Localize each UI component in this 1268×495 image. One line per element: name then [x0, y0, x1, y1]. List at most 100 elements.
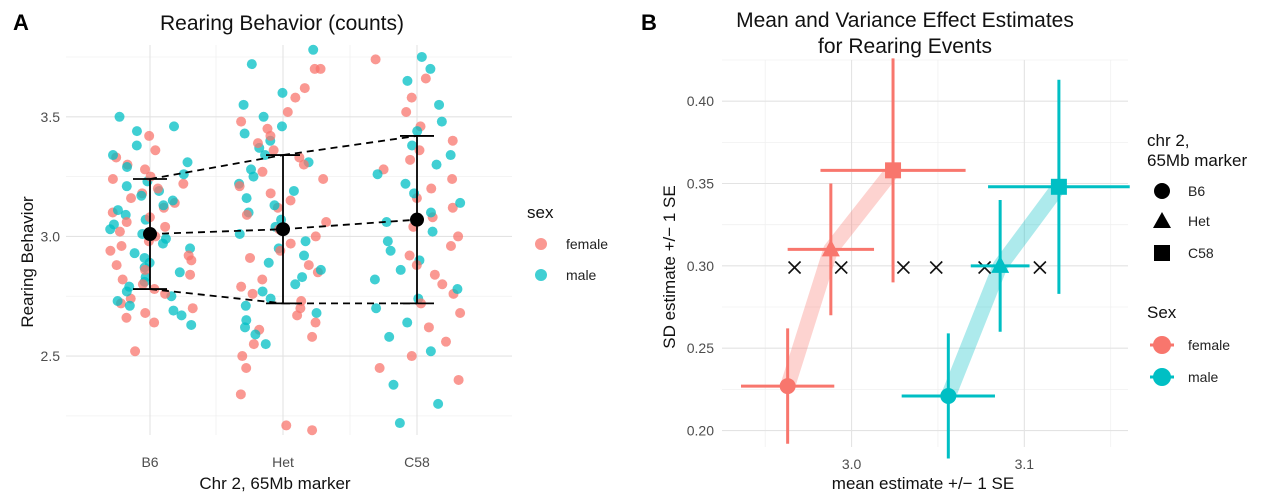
data-point-female — [140, 264, 151, 275]
data-point-male — [238, 99, 249, 110]
data-point-female — [374, 363, 385, 374]
data-point-female — [265, 130, 276, 141]
data-point-female — [187, 303, 198, 314]
data-point-male — [400, 178, 411, 189]
data-point-male — [176, 310, 187, 321]
data-point-male — [167, 195, 178, 206]
data-point-male — [121, 286, 132, 297]
data-point-female — [234, 181, 245, 192]
data-point-male — [124, 300, 135, 311]
data-point-female — [137, 279, 148, 290]
data-point-female — [296, 296, 307, 307]
y-tick-label: 3.5 — [41, 109, 61, 125]
dashed-connector-upper — [149, 154, 284, 180]
data-point-male — [160, 233, 171, 244]
cross-marker — [896, 260, 910, 275]
data-point-female — [310, 317, 321, 328]
data-point-male — [412, 126, 423, 137]
data-point-female — [140, 164, 151, 175]
marker-c58-female — [885, 162, 902, 179]
chart-a-legend-title: sex — [527, 203, 554, 222]
data-point-male — [240, 322, 251, 333]
data-point-female — [447, 135, 458, 146]
legend-female-swatch — [535, 238, 547, 250]
data-point-male — [136, 190, 147, 201]
data-point-male — [371, 303, 382, 314]
data-point-male — [395, 264, 406, 275]
data-point-male — [452, 284, 463, 295]
data-point-male — [263, 257, 274, 268]
data-point-male — [260, 339, 271, 350]
marker-c58-male — [1050, 178, 1067, 195]
data-point-female — [130, 346, 141, 357]
data-point-male — [445, 150, 456, 161]
data-point-male — [105, 224, 116, 235]
data-point-male — [416, 51, 427, 62]
legend-female-label: female — [566, 236, 608, 252]
data-point-female — [265, 188, 276, 199]
data-point-male — [265, 293, 276, 304]
data-point-male — [129, 248, 140, 259]
data-point-male — [169, 121, 180, 132]
panel-label-a: A — [13, 10, 29, 35]
x-tick-label: 3.1 — [1015, 456, 1035, 472]
panel-label-b: B — [641, 10, 657, 35]
data-point-male — [388, 379, 399, 390]
data-point-female — [152, 183, 163, 194]
data-point-female — [117, 274, 128, 285]
data-point-female — [185, 269, 196, 280]
chart-a-ylabel: Rearing Behavior — [18, 196, 37, 328]
cross-marker — [834, 260, 848, 275]
data-point-female — [321, 217, 332, 228]
data-point-female — [299, 83, 310, 94]
data-point-male — [258, 111, 269, 122]
chart-b-title: Mean and Variance Effect Estimates — [736, 9, 1074, 32]
data-point-male — [112, 296, 123, 307]
mean-point — [276, 222, 290, 237]
data-point-female — [114, 226, 125, 237]
data-point-female — [406, 92, 417, 103]
data-point-male — [402, 75, 413, 86]
data-point-male — [241, 193, 252, 204]
legend-b-male-label: male — [1188, 369, 1219, 385]
data-point-male — [239, 128, 250, 139]
chart-a-ticks: 2.5 3.0 3.5 B6 Het C58 — [41, 109, 431, 470]
data-point-male — [248, 171, 259, 182]
data-point-female — [105, 245, 116, 256]
data-point-male — [240, 300, 251, 311]
data-point-female — [237, 351, 248, 362]
data-point-male — [182, 157, 193, 168]
data-point-female — [453, 231, 464, 242]
data-point-male — [131, 126, 142, 137]
legend-b6-label: B6 — [1188, 183, 1205, 199]
y-tick-label: 0.25 — [687, 340, 714, 356]
x-tick-label: Het — [272, 454, 294, 470]
y-tick-label: 0.30 — [687, 258, 714, 274]
data-point-female — [298, 159, 309, 170]
data-point-female — [406, 351, 417, 362]
data-point-female — [307, 425, 318, 436]
cross-marker — [1033, 260, 1047, 275]
mean-point — [410, 212, 424, 227]
marker-b6-female — [779, 378, 796, 395]
data-point-female — [252, 138, 263, 149]
chart-b-subtitle: for Rearing Events — [818, 35, 992, 58]
data-point-female — [282, 106, 293, 117]
data-point-male — [257, 286, 268, 297]
legend-b6-circle-icon — [1154, 183, 1170, 199]
legend-c58-label: C58 — [1188, 245, 1214, 261]
data-point-male — [394, 418, 405, 429]
data-point-male — [300, 236, 311, 247]
data-point-male — [288, 185, 299, 196]
data-point-male — [308, 44, 319, 55]
data-point-female — [116, 240, 127, 251]
data-point-female — [235, 389, 246, 400]
data-point-female — [140, 307, 151, 318]
chart-a-xlabel: Chr 2, 65Mb marker — [199, 474, 350, 493]
marker-b6-male — [940, 387, 957, 404]
data-point-female — [445, 240, 456, 251]
data-point-female — [257, 274, 268, 285]
chart-a-points — [105, 44, 466, 436]
data-point-male — [174, 267, 185, 278]
